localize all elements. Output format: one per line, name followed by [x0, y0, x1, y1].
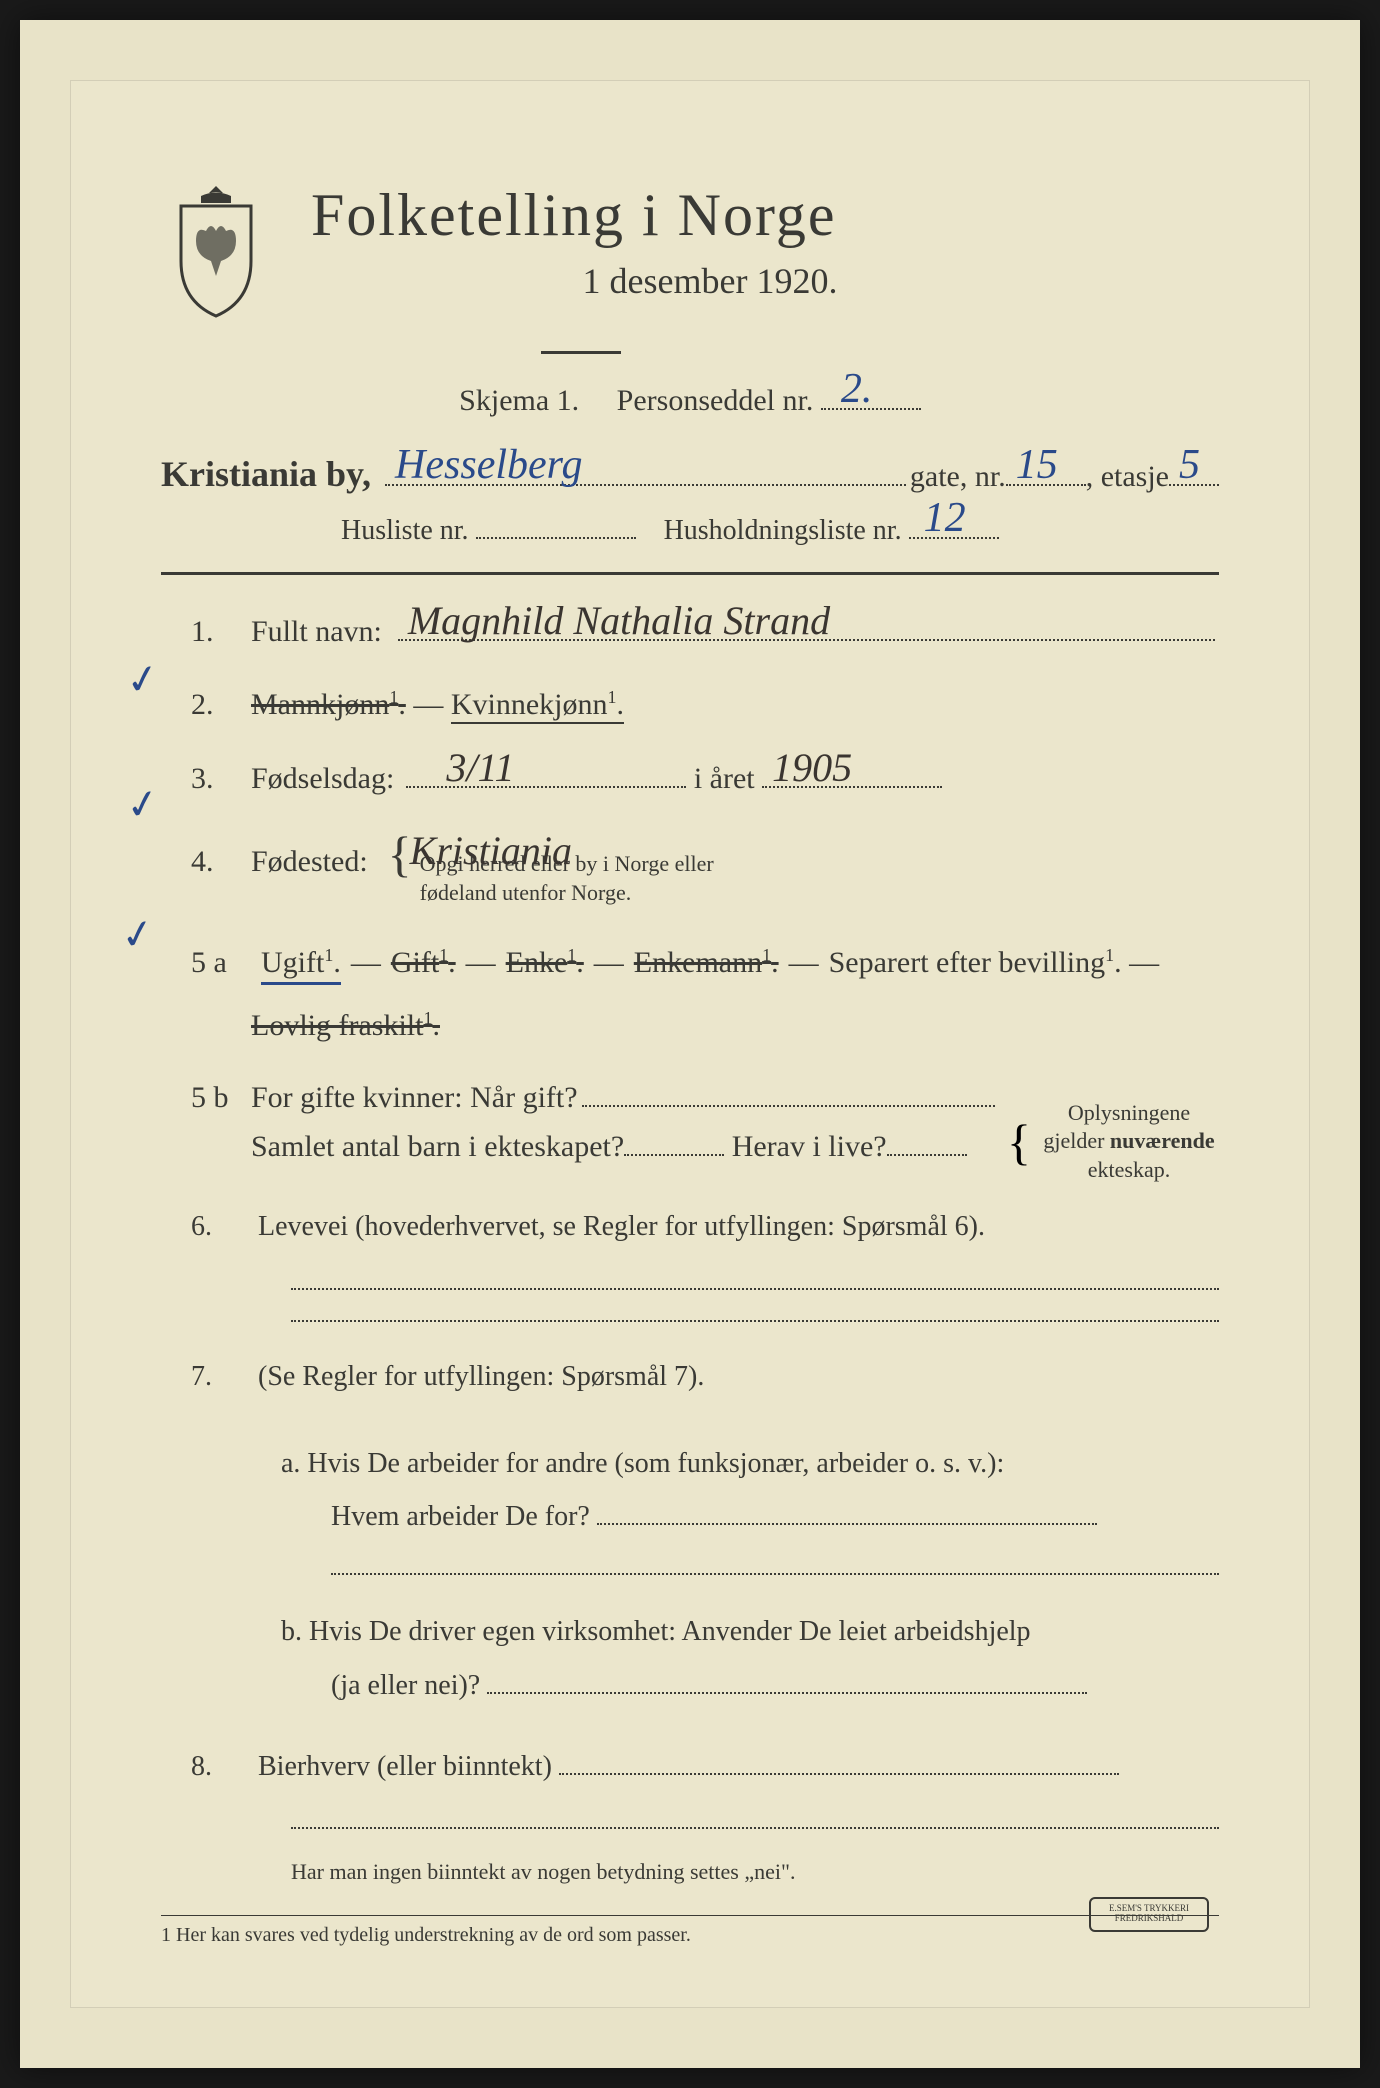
- gift-label: Gift1.: [391, 945, 456, 980]
- header: Folketelling i Norge 1 desember 1920.: [161, 181, 1219, 321]
- brace-icon: {: [388, 834, 412, 874]
- f5b-sidenote: Oplysningene gjelder nuværende ekteskap.: [1039, 1099, 1219, 1185]
- f5b-line1: For gifte kvinner: Når gift?: [251, 1081, 578, 1115]
- mannkjonn-label: Mannkjønn1.: [251, 687, 406, 722]
- footer-note: Har man ingen biinntekt av nogen betydni…: [161, 1859, 1219, 1885]
- field-5a-marital: 5 a Ugift1. — Gift1. — Enke1. — Enkemann…: [161, 945, 1219, 985]
- year-label: i året: [694, 762, 755, 796]
- f7a2-text: Hvem arbeider De for?: [281, 1501, 590, 1532]
- title-divider: [541, 351, 621, 354]
- checkmark-3: ✓: [122, 778, 163, 830]
- blank-line-8: [291, 1827, 1219, 1829]
- field-5a-line2: Lovlig fraskilt1.: [161, 1008, 1219, 1043]
- ugift-label: Ugift1.: [261, 945, 341, 985]
- gate-label: gate, nr.: [910, 460, 1006, 494]
- field-num-5b: 5 b: [191, 1081, 251, 1115]
- f7b-text: b. Hvis De driver egen virksomhet: Anven…: [281, 1616, 1031, 1647]
- brace-icon-2: {: [1007, 1122, 1031, 1162]
- f6-text: Levevei (hovederhvervet, se Regler for u…: [258, 1211, 985, 1242]
- f5b-line2b: Herav i live?: [732, 1130, 887, 1164]
- city-line: Kristiania by, Hesselberg gate, nr. 15 ,…: [161, 453, 1219, 495]
- printer-stamp: E.SEM'S TRYKKERI FREDRIKSHALD: [1089, 1897, 1209, 1932]
- field-7: 7. (Se Regler for utfyllingen: Spørsmål …: [161, 1352, 1219, 1402]
- field-8: 8. Bierhverv (eller biinntekt): [161, 1742, 1219, 1792]
- name-value: Magnhild Nathalia Strand: [408, 597, 830, 644]
- etasje-value: 5: [1179, 441, 1200, 489]
- document-page: ✓ ✓ ✓ Folketelling i Norge 1 desember 19…: [20, 20, 1360, 2068]
- blank-line-7a: [331, 1573, 1219, 1575]
- kvinnekjonn-label: Kvinnekjønn1.: [451, 687, 624, 724]
- husliste-label: Husliste nr.: [341, 515, 469, 546]
- enke-label: Enke1.: [506, 945, 584, 980]
- subtitle-date: 1 desember 1920.: [201, 260, 1219, 302]
- f7a-text: a. Hvis De arbeider for andre (som funks…: [281, 1448, 1004, 1479]
- birthday-value: 3/11: [446, 744, 514, 791]
- husholdning-value: 12: [924, 494, 966, 542]
- blank-line-6b: [291, 1320, 1219, 1322]
- field-5b-married: 5 b For gifte kvinner: Når gift? Samlet …: [161, 1081, 1219, 1202]
- field-num-3: 3.: [191, 762, 251, 796]
- birthplace-value: Kristiania: [410, 827, 572, 874]
- field-1-name: 1. Fullt navn: Magnhild Nathalia Strand: [161, 615, 1219, 649]
- field-4-label: Fødested:: [251, 845, 368, 879]
- checkmark-1: ✓: [122, 653, 163, 705]
- blank-line-6a: [291, 1288, 1219, 1290]
- field-1-label: Fullt navn:: [251, 615, 382, 649]
- field-num-8: 8.: [191, 1742, 251, 1792]
- year-value: 1905: [772, 744, 852, 791]
- field-num-5a: 5 a: [191, 946, 251, 980]
- field-7a: a. Hvis De arbeider for andre (som funks…: [161, 1437, 1219, 1543]
- field-num-2: 2.: [191, 688, 251, 722]
- main-title: Folketelling i Norge: [311, 181, 1219, 250]
- f7b2-text: (ja eller nei)?: [281, 1670, 480, 1701]
- person-label: Personseddel nr.: [617, 384, 814, 417]
- fraskilt-label: Lovlig fraskilt1.: [251, 1008, 440, 1043]
- field-3-label: Fødselsdag:: [251, 762, 394, 796]
- schema-line: Skjema 1. Personseddel nr. 2.: [161, 384, 1219, 418]
- field-num-6: 6.: [191, 1202, 251, 1252]
- field-num-7: 7.: [191, 1352, 251, 1402]
- separert-label: Separert efter bevilling1. —: [829, 945, 1160, 980]
- field-3-birthday: 3. Fødselsdag: 3/11 i året 1905: [161, 762, 1219, 796]
- form-card: ✓ ✓ ✓ Folketelling i Norge 1 desember 19…: [70, 80, 1310, 2008]
- field-num-1: 1.: [191, 615, 251, 649]
- husholdning-label: Husholdningsliste nr.: [664, 515, 902, 546]
- field-7b: b. Hvis De driver egen virksomhet: Anven…: [161, 1605, 1219, 1711]
- etasje-label: , etasje: [1086, 460, 1169, 494]
- f8-label: Bierhverv (eller biinntekt): [258, 1751, 552, 1782]
- city-label: Kristiania by,: [161, 453, 371, 495]
- field-num-4: 4.: [191, 845, 251, 879]
- street-value: Hesselberg: [395, 441, 582, 489]
- footnote: 1 Her kan svares ved tydelig understrekn…: [161, 1915, 1219, 1947]
- schema-label: Skjema 1.: [459, 384, 579, 417]
- field-2-sex: 2. Mannkjønn1. — Kvinnekjønn1.: [161, 687, 1219, 724]
- checkmark-5: ✓: [117, 908, 158, 960]
- f5b-line2a: Samlet antal barn i ekteskapet?: [251, 1130, 624, 1164]
- section-rule: [161, 572, 1219, 575]
- field-6-occupation: 6. Levevei (hovederhvervet, se Regler fo…: [161, 1202, 1219, 1252]
- enkemann-label: Enkemann1.: [634, 945, 779, 980]
- f7-intro: (Se Regler for utfyllingen: Spørsmål 7).: [258, 1361, 704, 1392]
- title-block: Folketelling i Norge 1 desember 1920.: [311, 181, 1219, 302]
- person-nr-value: 2.: [841, 365, 873, 413]
- husliste-line: Husliste nr. Husholdningsliste nr. 12: [161, 515, 1219, 547]
- field-4-birthplace: 4. Fødested: Kristiania { Opgi herred el…: [161, 834, 1219, 907]
- gate-nr-value: 15: [1016, 441, 1058, 489]
